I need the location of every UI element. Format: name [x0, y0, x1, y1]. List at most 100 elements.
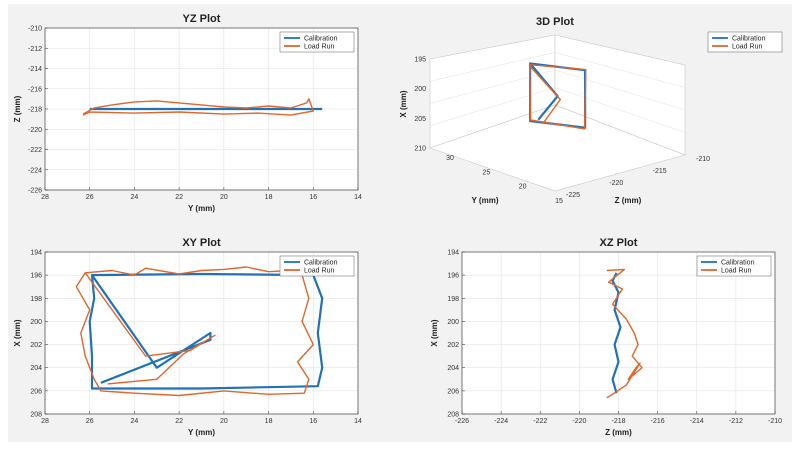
- y-tick-label: -216: [28, 86, 42, 93]
- y-tick-label: 204: [30, 365, 42, 372]
- chart-1: 195 200 205 210 30 25 20 15-225 -220 -215 -210 3D P…: [399, 16, 783, 205]
- y-tick-label: 202: [447, 342, 459, 349]
- x-tick-label: 22: [175, 418, 183, 425]
- chart-0: 28 26 24 22 20 18 16 14 -210 -212 -214 -216 -218 -220…: [13, 13, 362, 213]
- y-tick-label: -212: [28, 46, 42, 53]
- y-tick-label: 20: [519, 184, 527, 191]
- y-tick-label: 196: [447, 273, 459, 280]
- axes-box: [461, 251, 776, 415]
- series-calibration: [88, 272, 324, 390]
- legend-label-calibration: Calibration: [304, 36, 338, 43]
- x-tick-label: -222: [533, 418, 547, 425]
- floor: [429, 104, 686, 192]
- x-tick-label: 18: [265, 194, 273, 201]
- z-tick-label: 210: [414, 146, 426, 153]
- legend-label-load-run: Load Run: [304, 268, 334, 275]
- y-tick-label: 198: [447, 296, 459, 303]
- x-axis-label-3d: X (mm): [399, 90, 408, 117]
- series-load-run: [75, 266, 314, 397]
- y-tick-label: 196: [30, 273, 42, 280]
- y-axis-label: X (mm): [13, 319, 22, 346]
- y-tick-label: 200: [30, 319, 42, 326]
- legend-box: [696, 255, 772, 277]
- y-tick-label: 206: [447, 388, 459, 395]
- legend-box: [279, 255, 355, 277]
- y-tick-label: -220: [28, 127, 42, 134]
- chart-3: -226 -224 -222 -220 -218 -216 -214 -212 -210 194 1…: [430, 237, 782, 437]
- y-axis-label: X (mm): [430, 319, 439, 346]
- wall-gridline: [554, 69, 686, 111]
- x-tick-label: 26: [86, 194, 94, 201]
- x-tick-label: -216: [651, 418, 665, 425]
- wall-gridline: [429, 52, 556, 82]
- x-tick-label: 22: [175, 194, 183, 201]
- x-tick-label: 20: [220, 194, 228, 201]
- z-tick-label: 200: [414, 86, 426, 93]
- y-tick-label: 208: [30, 412, 42, 419]
- chart-title: YZ Plot: [183, 13, 221, 25]
- chart-title: 3D Plot: [536, 16, 574, 28]
- y-tick-label: 25: [482, 169, 490, 176]
- x-tick-label: -218: [611, 418, 625, 425]
- chart-title: XZ Plot: [600, 237, 638, 249]
- x-tick-label: 28: [41, 418, 49, 425]
- x-tick-label: 16: [309, 194, 317, 201]
- legend-box: [279, 31, 355, 53]
- wall-gridline: [429, 87, 556, 126]
- y-axis-label: Z (mm): [13, 95, 22, 122]
- x-tick-label: -214: [690, 418, 704, 425]
- z-tick-label: 205: [414, 116, 426, 123]
- wall-gridline: [554, 52, 686, 88]
- legend-label-calibration: Calibration: [721, 260, 755, 267]
- y-tick-label: -226: [28, 188, 42, 195]
- y-tick-label: -224: [28, 167, 42, 174]
- y-tick-label: 202: [30, 342, 42, 349]
- wall-gridline: [554, 87, 686, 133]
- x-tick-label: -210: [768, 418, 782, 425]
- x-axis-label: Y (mm): [188, 428, 215, 437]
- legend-label-calibration: Calibration: [304, 260, 338, 267]
- z2-tick-label: -225: [566, 192, 580, 199]
- y-tick-label: -214: [28, 66, 42, 73]
- x-tick-label: 24: [131, 194, 139, 201]
- chart-2: 28 26 24 22 20 18 16 14 194 196 198 200 202 204 206 208…: [13, 237, 362, 437]
- x-tick-label: -224: [494, 418, 508, 425]
- x-tick-label: -226: [455, 418, 469, 425]
- y-tick-label: 206: [30, 388, 42, 395]
- y-axis-label-3d: Y (mm): [472, 196, 499, 205]
- y-tick-label: 30: [446, 155, 454, 162]
- wall-gridline: [429, 69, 556, 104]
- y-tick-label: 15: [555, 198, 563, 205]
- x-tick-label: -212: [729, 418, 743, 425]
- y-tick-label: -222: [28, 147, 42, 154]
- z2-tick-label: -210: [696, 156, 710, 163]
- x-tick-label: 16: [309, 418, 317, 425]
- x-tick-label: 14: [354, 194, 362, 201]
- y-tick-label: 198: [30, 296, 42, 303]
- legend-label-load-run: Load Run: [304, 44, 334, 51]
- legend-label-calibration: Calibration: [732, 36, 766, 43]
- x-tick-label: 14: [354, 418, 362, 425]
- x-axis-label: Y (mm): [188, 204, 215, 213]
- legend-label-load-run: Load Run: [721, 268, 751, 275]
- y-tick-label: 194: [447, 250, 459, 257]
- x-tick-label: -220: [572, 418, 586, 425]
- axes-box: [44, 27, 359, 191]
- z2-tick-label: -220: [609, 180, 623, 187]
- z-axis-label-3d: Z (mm): [615, 196, 642, 205]
- axes-box: [44, 251, 359, 415]
- y-tick-label: 208: [447, 412, 459, 419]
- y-tick-label: 204: [447, 365, 459, 372]
- x-axis-label: Z (mm): [605, 428, 632, 437]
- x-tick-label: 20: [220, 418, 228, 425]
- y-tick-label: -210: [28, 26, 42, 33]
- x-tick-label: 18: [265, 418, 273, 425]
- series-load-run: [82, 98, 314, 116]
- x-tick-label: 24: [131, 418, 139, 425]
- legend-label-load-run: Load Run: [732, 44, 762, 51]
